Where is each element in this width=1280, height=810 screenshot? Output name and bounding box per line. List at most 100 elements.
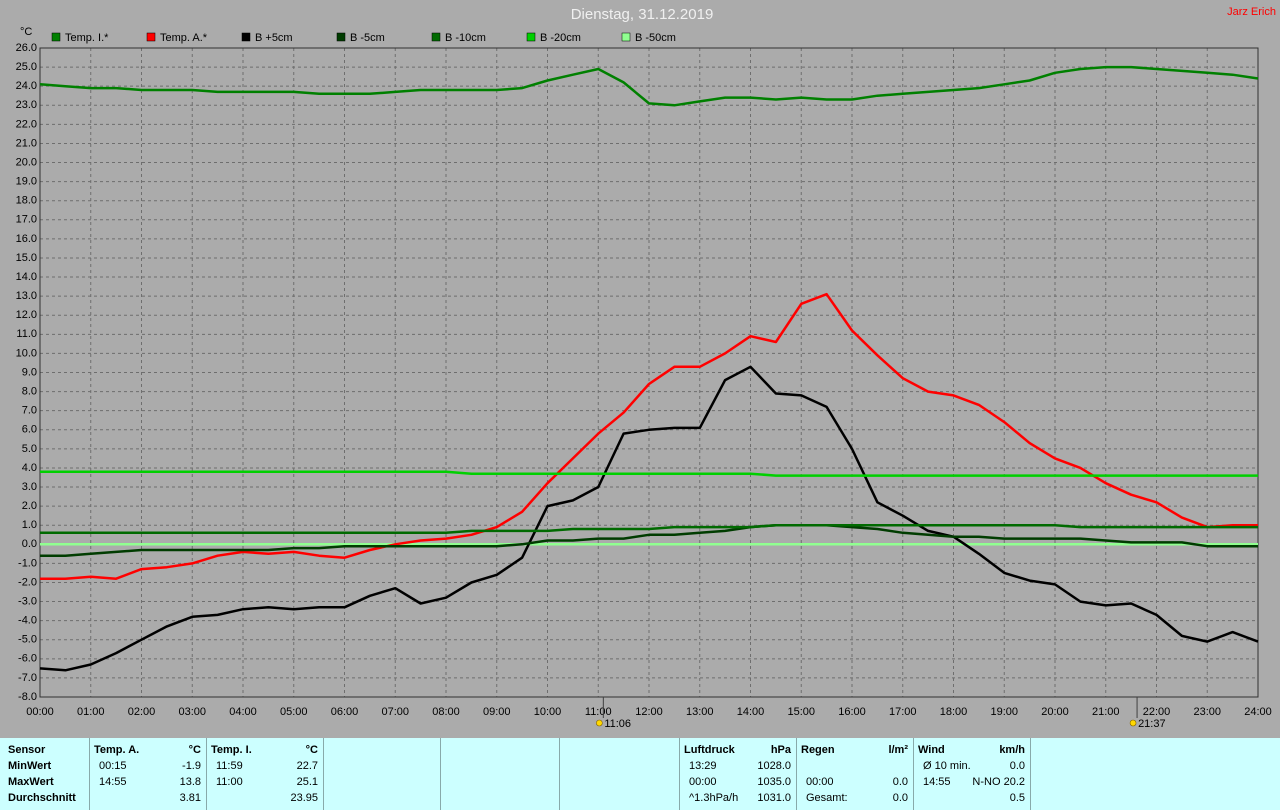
legend-swatch	[336, 32, 346, 42]
legend-swatch	[241, 32, 251, 42]
header: Regen	[801, 744, 835, 756]
x-tick-label: 11:00	[585, 706, 612, 718]
legend-swatch	[51, 32, 61, 42]
legend-swatch	[526, 32, 536, 42]
y-tick-label: 1.0	[22, 519, 37, 531]
y-tick-label: 26.0	[16, 42, 37, 54]
legend-label: B -10cm	[445, 32, 486, 44]
value: 0.0	[1009, 760, 1025, 772]
time: Ø 10 min.	[923, 760, 971, 772]
y-tick-label: -7.0	[18, 672, 37, 684]
series-line	[39, 65, 1259, 107]
sun-icon	[596, 719, 603, 727]
y-tick-label: 10.0	[16, 347, 37, 359]
y-tick-label: 19.0	[16, 176, 37, 188]
series-line	[40, 470, 1258, 477]
legend-swatch	[146, 32, 156, 42]
x-tick-label: 19:00	[990, 706, 1018, 718]
y-tick-label: 23.0	[16, 99, 37, 111]
x-tick-label: 10:00	[534, 706, 562, 718]
x-tick-label: 22:00	[1143, 706, 1171, 718]
x-tick-label: 20:00	[1041, 706, 1069, 718]
value: 22.7	[296, 760, 318, 772]
y-tick-label: 25.0	[16, 61, 37, 73]
value: N-NO 20.2	[972, 776, 1025, 788]
time: 14:55	[923, 776, 951, 788]
divider	[913, 738, 914, 810]
unit: km/h	[999, 744, 1025, 756]
y-tick-label: -2.0	[18, 576, 37, 588]
legend-label: B -50cm	[635, 32, 676, 44]
y-tick-label: 20.0	[16, 156, 37, 168]
x-tick-label: 21:00	[1092, 706, 1120, 718]
y-tick-label: 7.0	[22, 405, 37, 417]
value: -1.9	[182, 760, 201, 772]
series-line	[40, 292, 1258, 580]
series-line	[40, 523, 1258, 557]
time: 00:15	[99, 760, 127, 772]
divider	[796, 738, 797, 810]
unit: °C	[188, 744, 201, 756]
x-tick-label: 14:00	[737, 706, 765, 718]
x-tick-label: 23:00	[1193, 706, 1221, 718]
y-tick-label: -8.0	[18, 691, 37, 703]
x-tick-label: 03:00	[178, 706, 206, 718]
time: Gesamt:	[806, 792, 848, 804]
header: Wind	[918, 744, 945, 756]
time: 14:55	[99, 776, 127, 788]
x-tick-label: 17:00	[889, 706, 917, 718]
y-tick-label: 12.0	[16, 309, 37, 321]
y-tick-label: 18.0	[16, 195, 37, 207]
owner: Jarz Erich	[1227, 6, 1276, 18]
row-label: Durchschnitt	[8, 792, 76, 804]
x-tick-label: 24:00	[1244, 706, 1272, 718]
y-tick-label: 11.0	[16, 328, 37, 340]
header: Temp. A.	[94, 744, 140, 756]
x-tick-label: 05:00	[280, 706, 308, 718]
y-tick-label: 9.0	[22, 366, 37, 378]
y-tick-label: -4.0	[18, 615, 37, 627]
y-tick-label: -3.0	[18, 595, 37, 607]
y-tick-label: 6.0	[22, 424, 37, 436]
value: 23.95	[290, 792, 318, 804]
y-tick-label: 8.0	[22, 385, 37, 397]
y-tick-label: 5.0	[22, 443, 37, 455]
legend-label: Temp. I.*	[65, 32, 109, 44]
sun-icon	[1129, 719, 1137, 727]
y-unit: °C	[20, 26, 32, 38]
time: 00:00	[689, 776, 717, 788]
value: 0.5	[1009, 792, 1025, 804]
legend-label: B -5cm	[350, 32, 385, 44]
x-tick-label: 13:00	[686, 706, 714, 718]
y-tick-label: 15.0	[16, 252, 37, 264]
y-tick-label: 17.0	[16, 214, 37, 226]
y-tick-label: 13.0	[16, 290, 37, 302]
value: 1035.0	[757, 776, 791, 788]
header: Luftdruck	[684, 744, 735, 756]
value: 1028.0	[757, 760, 791, 772]
summary-table: Sensor MinWert MaxWert Durchschnitt Temp. A.…	[0, 738, 1280, 810]
time: ^1.3hPa/h	[689, 792, 739, 804]
x-tick-label: 15:00	[787, 706, 815, 718]
value: 1031.0	[757, 792, 791, 804]
divider	[559, 738, 560, 810]
legend-label: B -20cm	[540, 32, 581, 44]
value: 13.8	[179, 776, 201, 788]
y-tick-label: -6.0	[18, 653, 37, 665]
x-tick-label: 12:00	[635, 706, 663, 718]
x-tick-label: 06:00	[331, 706, 359, 718]
x-tick-label: 02:00	[128, 706, 156, 718]
chart-title: Dienstag, 31.12.2019	[571, 6, 714, 23]
value: 3.81	[179, 792, 201, 804]
y-tick-label: 0.0	[22, 538, 37, 550]
header: Temp. I.	[211, 744, 252, 756]
legend-swatch	[431, 32, 441, 42]
x-tick-label: 08:00	[432, 706, 460, 718]
y-tick-label: 22.0	[16, 118, 37, 130]
y-tick-label: 24.0	[16, 80, 37, 92]
value: 25.1	[296, 776, 318, 788]
time: 13:29	[689, 760, 717, 772]
series-line	[40, 523, 1258, 535]
x-tick-label: 16:00	[838, 706, 866, 718]
unit: hPa	[770, 744, 791, 756]
